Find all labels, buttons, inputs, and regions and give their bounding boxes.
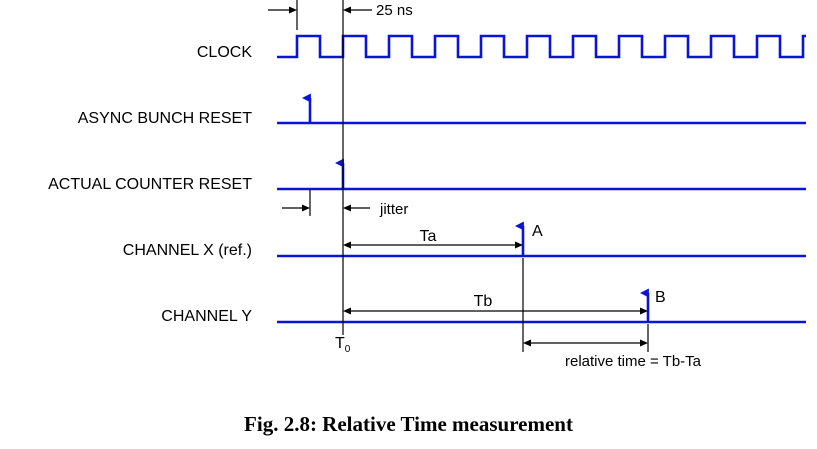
- tb-arrowhead-right: [640, 307, 648, 315]
- channel-x-label: CHANNEL X (ref.): [123, 242, 252, 259]
- async-reset-label: ASYNC BUNCH RESET: [78, 110, 252, 127]
- channel-y-label: CHANNEL Y: [161, 308, 252, 325]
- tb-label: Tb: [474, 293, 493, 310]
- ta-label: Ta: [420, 228, 437, 245]
- t0-label: T0: [335, 335, 351, 355]
- relative-time-label: relative time = Tb-Ta: [565, 353, 702, 370]
- jitter-arrowhead-right: [343, 204, 351, 212]
- relative-arrowhead-left: [523, 339, 531, 347]
- period-arrowhead-right: [343, 6, 351, 14]
- figure-caption: Fig. 2.8: Relative Time measurement: [244, 412, 573, 436]
- clock-waveform: [277, 34, 806, 59]
- jitter-arrowhead-left: [302, 204, 310, 212]
- actual-reset-label: ACTUAL COUNTER RESET: [48, 176, 252, 193]
- clock-label: CLOCK: [197, 44, 252, 61]
- tb-arrowhead-left: [343, 307, 351, 315]
- ta-arrowhead-right: [515, 241, 523, 249]
- hit-b-label: B: [655, 289, 666, 306]
- hit-a-label: A: [532, 223, 543, 240]
- jitter-label: jitter: [379, 201, 408, 218]
- period-label: 25 ns: [376, 2, 413, 19]
- relative-arrowhead-right: [640, 339, 648, 347]
- ta-arrowhead-left: [343, 241, 351, 249]
- period-arrowhead-left: [289, 6, 297, 14]
